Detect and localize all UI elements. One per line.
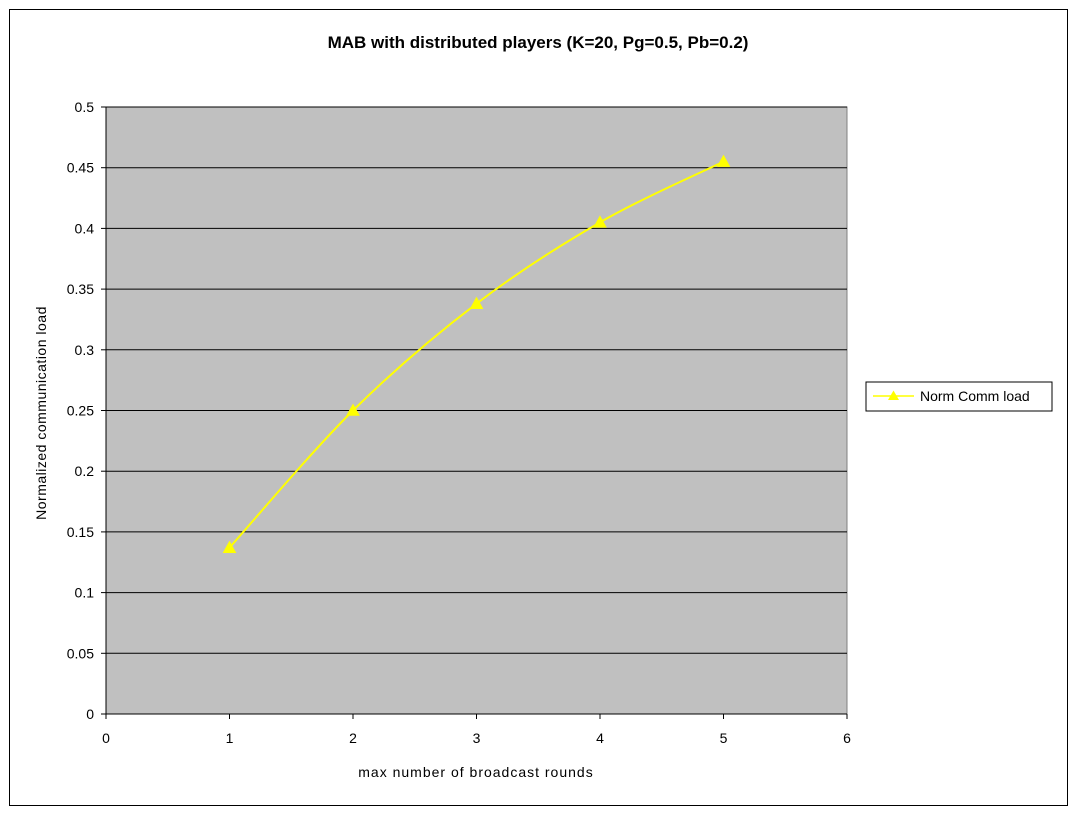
y-tick-label: 0 [86, 706, 94, 722]
x-tick-label: 0 [102, 730, 110, 746]
x-tick-label: 4 [596, 730, 604, 746]
legend-series-marker [888, 390, 899, 400]
y-tick-label: 0.2 [75, 463, 95, 479]
data-point-marker [716, 154, 731, 167]
data-point-marker [593, 215, 607, 228]
y-axis-ticks: 0 0.05 0.1 0.15 0.2 0.25 0.3 0.35 0.4 0.45 0.5 [67, 99, 106, 722]
y-tick-label: 0.05 [67, 645, 94, 661]
chart-title: MAB with distributed players (K=20, Pg=0… [328, 33, 749, 52]
y-tick-label: 0.1 [75, 585, 95, 601]
y-tick-label: 0.35 [67, 281, 94, 297]
data-point-marker [222, 540, 237, 553]
x-axis-ticks: 0 1 2 3 4 5 6 [102, 714, 851, 746]
y-tick-label: 0.45 [67, 160, 94, 176]
x-tick-label: 6 [843, 730, 851, 746]
y-axis-title: Normalized communication load [33, 306, 49, 520]
y-tick-label: 0.15 [67, 524, 94, 540]
x-tick-label: 5 [720, 730, 728, 746]
grid-lines [106, 106, 847, 654]
data-point-marker [469, 296, 484, 309]
x-tick-label: 3 [473, 730, 481, 746]
series-layer [222, 154, 731, 553]
x-tick-label: 2 [349, 730, 357, 746]
x-tick-label: 1 [226, 730, 234, 746]
y-tick-label: 0.3 [75, 342, 95, 358]
y-tick-label: 0.5 [75, 99, 95, 115]
y-tick-label: 0.25 [67, 403, 94, 419]
legend-series-label: Norm Comm load [920, 388, 1030, 404]
legend: Norm Comm load [865, 381, 1053, 412]
x-axis-title: max number of broadcast rounds [358, 764, 593, 780]
y-tick-label: 0.4 [75, 220, 95, 236]
data-point-marker [346, 403, 360, 416]
